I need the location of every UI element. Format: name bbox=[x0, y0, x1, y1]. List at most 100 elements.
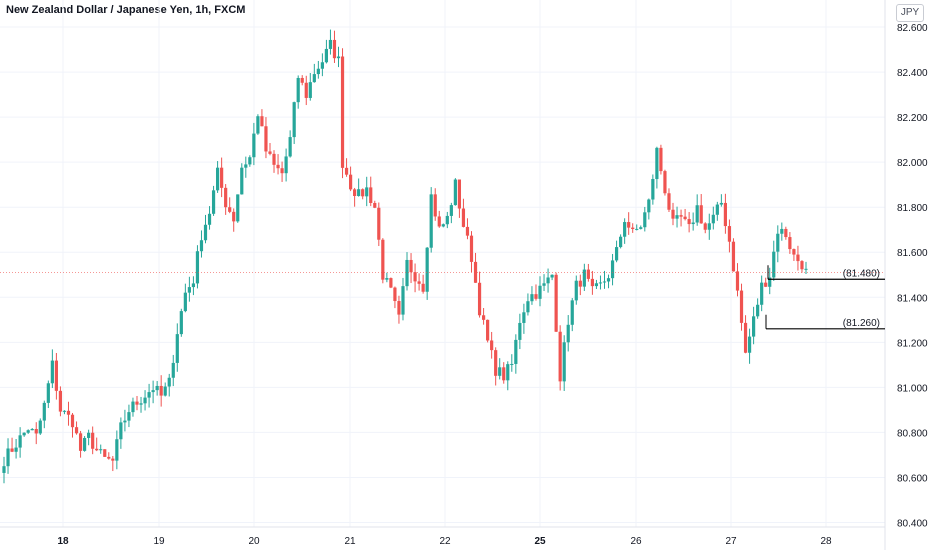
candle-body bbox=[417, 281, 421, 284]
candle-body bbox=[30, 429, 34, 431]
candle-body bbox=[788, 237, 792, 250]
candle-body bbox=[457, 179, 462, 209]
candle-body bbox=[389, 278, 393, 288]
candle-body bbox=[353, 189, 357, 197]
candle-body bbox=[361, 189, 365, 197]
level-label: (81.480) bbox=[843, 268, 880, 279]
chart-title: New Zealand Dollar / Japanese Yen, 1h, F… bbox=[6, 4, 246, 16]
candle-body bbox=[119, 422, 123, 440]
candle-body bbox=[14, 447, 18, 452]
candle-body bbox=[111, 458, 115, 461]
candle-body bbox=[534, 294, 538, 299]
candle-body bbox=[296, 77, 300, 103]
candle-body bbox=[203, 224, 208, 241]
candle-body bbox=[756, 304, 760, 317]
candle-body bbox=[405, 259, 409, 287]
candle-body bbox=[582, 269, 586, 287]
candle-body bbox=[651, 179, 655, 200]
candle-body bbox=[195, 251, 200, 284]
candle-body bbox=[316, 68, 320, 75]
y-tick-label: 81.200 bbox=[897, 338, 928, 349]
candle-body bbox=[631, 227, 635, 229]
candle-body bbox=[187, 287, 191, 293]
candle-body bbox=[62, 410, 67, 412]
candle-body bbox=[377, 207, 381, 240]
candle-body bbox=[66, 410, 71, 415]
y-tick-label: 82.000 bbox=[897, 158, 928, 169]
candle-body bbox=[87, 432, 91, 438]
candle-body bbox=[780, 228, 784, 234]
candle-body bbox=[99, 449, 103, 451]
candle-body bbox=[671, 209, 675, 219]
candle-body bbox=[224, 187, 228, 208]
candle-body bbox=[46, 383, 50, 403]
y-tick-label: 81.600 bbox=[897, 248, 928, 259]
candle-body bbox=[566, 324, 570, 343]
candle-body bbox=[344, 167, 349, 175]
candle-body bbox=[445, 215, 449, 225]
candle-body bbox=[498, 367, 502, 376]
y-tick-label: 80.400 bbox=[897, 518, 928, 529]
candle-body bbox=[252, 133, 256, 158]
candle-body bbox=[91, 432, 95, 449]
candle-body bbox=[167, 377, 171, 387]
candle-body bbox=[211, 190, 216, 214]
candle-body bbox=[74, 427, 79, 434]
candle-body bbox=[332, 39, 337, 59]
candle-body bbox=[228, 207, 232, 212]
candle-body bbox=[433, 194, 437, 217]
candle-body bbox=[792, 249, 796, 255]
y-tick-label: 82.400 bbox=[897, 68, 928, 79]
candle-body bbox=[667, 193, 671, 210]
candle-body bbox=[413, 272, 417, 282]
candle-body bbox=[320, 62, 324, 69]
candle-body bbox=[292, 102, 296, 138]
candle-body bbox=[220, 167, 224, 188]
candle-body bbox=[639, 227, 643, 229]
candle-body bbox=[546, 277, 550, 284]
candle-body bbox=[54, 360, 58, 391]
candle-body bbox=[465, 226, 470, 236]
candle-body bbox=[490, 340, 494, 351]
candle-body bbox=[179, 311, 183, 335]
candle-body bbox=[703, 223, 707, 230]
candle-body bbox=[215, 167, 220, 191]
candle-body bbox=[365, 187, 369, 197]
candle-body bbox=[312, 74, 316, 83]
candle-body bbox=[369, 187, 373, 203]
candle-body bbox=[381, 239, 385, 280]
candle-body bbox=[393, 287, 397, 302]
candle-body bbox=[95, 448, 99, 451]
candle-body bbox=[683, 216, 687, 220]
candle-body bbox=[151, 390, 155, 393]
candle-body bbox=[469, 235, 474, 262]
candle-body bbox=[647, 199, 651, 213]
candle-body bbox=[115, 439, 119, 461]
candle-body bbox=[743, 322, 748, 353]
candle-body bbox=[453, 179, 457, 206]
candle-body bbox=[655, 147, 659, 180]
candle-body bbox=[2, 466, 6, 473]
x-tick-label: 25 bbox=[534, 536, 546, 547]
candle-body bbox=[429, 194, 433, 248]
candles bbox=[2, 29, 808, 484]
candle-body bbox=[324, 48, 329, 63]
candle-body bbox=[328, 39, 333, 49]
candle-body bbox=[207, 213, 212, 225]
candle-body bbox=[606, 278, 611, 282]
currency-button[interactable]: JPY bbox=[896, 4, 924, 22]
candle-body bbox=[357, 189, 361, 197]
candle-body bbox=[401, 286, 405, 315]
candle-body bbox=[530, 294, 534, 302]
candle-body bbox=[232, 211, 236, 222]
candle-body bbox=[594, 283, 599, 287]
candle-body bbox=[554, 274, 558, 332]
candle-body bbox=[143, 397, 147, 404]
candle-body bbox=[135, 401, 139, 405]
y-tick-label: 81.000 bbox=[897, 383, 928, 394]
candle-body bbox=[240, 167, 244, 195]
candle-body bbox=[449, 205, 453, 216]
candle-body bbox=[236, 194, 240, 222]
candle-body bbox=[425, 247, 429, 292]
